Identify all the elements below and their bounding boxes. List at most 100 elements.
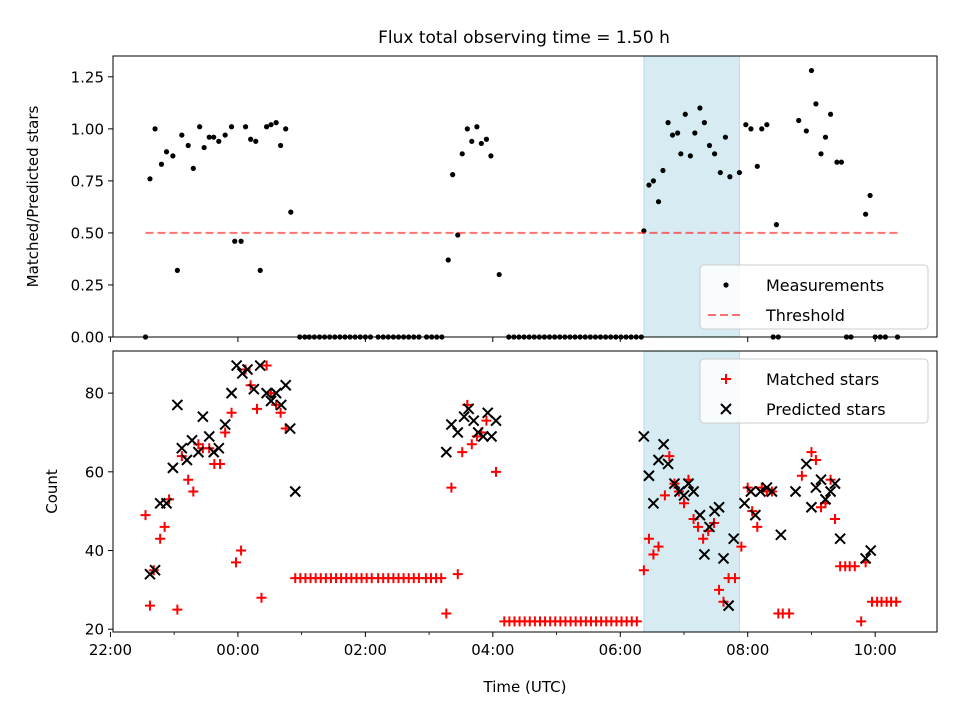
y-tick-label: 20 — [85, 621, 104, 639]
matched-star-point — [830, 514, 841, 525]
predicted-star-point — [713, 501, 725, 513]
predicted-star-point — [275, 399, 287, 411]
y-axis-label: Count — [43, 469, 61, 514]
legend-marker-matched — [721, 374, 731, 384]
matched-star-point — [183, 474, 194, 485]
matched-star-point — [638, 565, 649, 576]
matched-star-point — [648, 549, 659, 560]
measurement-point — [152, 126, 158, 132]
matched-star-point — [729, 573, 740, 584]
measurement-point — [727, 174, 733, 180]
measurement-point — [445, 257, 451, 263]
matched-star-point — [679, 498, 690, 509]
measurement-point — [687, 153, 693, 159]
plot-frame — [112, 350, 938, 633]
matched-star-point — [736, 541, 747, 552]
predicted-star-point — [440, 446, 453, 458]
predicted-star-point — [160, 497, 173, 510]
y-tick-label: 0.50 — [71, 224, 104, 242]
matched-star-point — [891, 596, 902, 607]
predicted-star-point — [865, 544, 877, 557]
measurement-point — [185, 142, 191, 149]
matched-star-point — [849, 561, 860, 572]
matched-star-point — [643, 533, 654, 544]
predicted-star-point — [698, 548, 711, 561]
matched-star-point — [491, 466, 502, 477]
measurement-point — [818, 151, 824, 157]
matched-star-point — [466, 439, 477, 450]
matched-star-point — [261, 360, 272, 371]
predicted-star-point — [477, 430, 489, 443]
measurement-point — [197, 124, 203, 130]
measurement-point — [773, 222, 780, 228]
measurement-point — [678, 151, 684, 157]
predicted-star-point — [638, 430, 650, 443]
measurement-point — [238, 238, 244, 244]
predicted-star-point — [462, 403, 475, 415]
predicted-star-point — [225, 387, 238, 399]
matched-star-point — [631, 616, 642, 627]
predicted-star-point — [181, 454, 193, 466]
y-tick-label: 80 — [85, 385, 104, 403]
matched-star-point — [452, 569, 463, 580]
predicted-star-point — [815, 473, 827, 486]
predicted-star-point — [248, 383, 260, 395]
measurement-point — [170, 153, 176, 159]
measurement-point — [650, 178, 657, 184]
x-tick-label: 08:00 — [726, 641, 769, 659]
matched-star-point — [481, 415, 492, 426]
predicted-star-point — [662, 458, 674, 470]
predicted-star-point — [694, 509, 706, 521]
predicted-star-point — [749, 509, 762, 521]
predicted-star-point — [284, 422, 296, 435]
ratio-panel: 0.00 0.25 0.50 0.75 1.00 1.25 Matched/Predicte… — [24, 55, 938, 347]
matched-star-point — [457, 447, 468, 458]
matched-star-point — [698, 533, 709, 544]
predicted-star-point — [176, 442, 188, 454]
predicted-star-point — [458, 411, 470, 423]
measurement-point — [288, 209, 294, 215]
predicted-star-point — [657, 438, 670, 450]
legend-label: Matched stars — [766, 370, 879, 389]
measurement-point — [748, 126, 754, 132]
measurement-point — [483, 136, 490, 142]
legend-label: Threshold — [765, 306, 845, 325]
predicted-star-point — [230, 359, 243, 372]
measurement-point — [147, 176, 153, 182]
matched-star-point — [220, 427, 231, 438]
matched-star-point — [693, 521, 704, 532]
measurement-point — [838, 159, 845, 165]
predicted-star-point — [219, 418, 231, 431]
matched-star-point — [446, 482, 457, 493]
measurement-point — [450, 172, 456, 178]
measurement-point — [179, 132, 185, 138]
matched-star-point — [155, 533, 166, 544]
x-tick-label: 02:00 — [344, 641, 387, 659]
predicted-star-point — [810, 481, 822, 494]
measurement-point — [706, 142, 713, 149]
measurement-point — [697, 105, 703, 111]
matched-star-point — [796, 470, 807, 481]
matched-star-point — [436, 573, 447, 584]
predicted-star-point — [452, 426, 464, 439]
measurement-point — [759, 126, 765, 132]
y-tick-label: 0.25 — [71, 276, 104, 294]
predicted-star-point — [819, 493, 832, 506]
predicted-star-point — [766, 485, 778, 498]
predicted-star-point — [647, 497, 660, 510]
measurement-point — [273, 120, 279, 126]
measurement-point — [655, 199, 662, 205]
predicted-star-point — [265, 395, 277, 407]
measurement-point — [722, 134, 729, 140]
measurement-point — [278, 142, 284, 149]
measurement-point — [268, 122, 274, 128]
measurement-point — [646, 182, 652, 188]
matched-star-point — [172, 604, 183, 615]
measurement-point — [222, 132, 228, 138]
measurement-point — [211, 134, 217, 140]
measurement-point — [682, 111, 688, 117]
predicted-star-point — [485, 430, 498, 443]
predicted-star-point — [643, 470, 655, 482]
matched-star-point — [188, 486, 199, 497]
x-tick-label: 22:00 — [89, 641, 132, 659]
